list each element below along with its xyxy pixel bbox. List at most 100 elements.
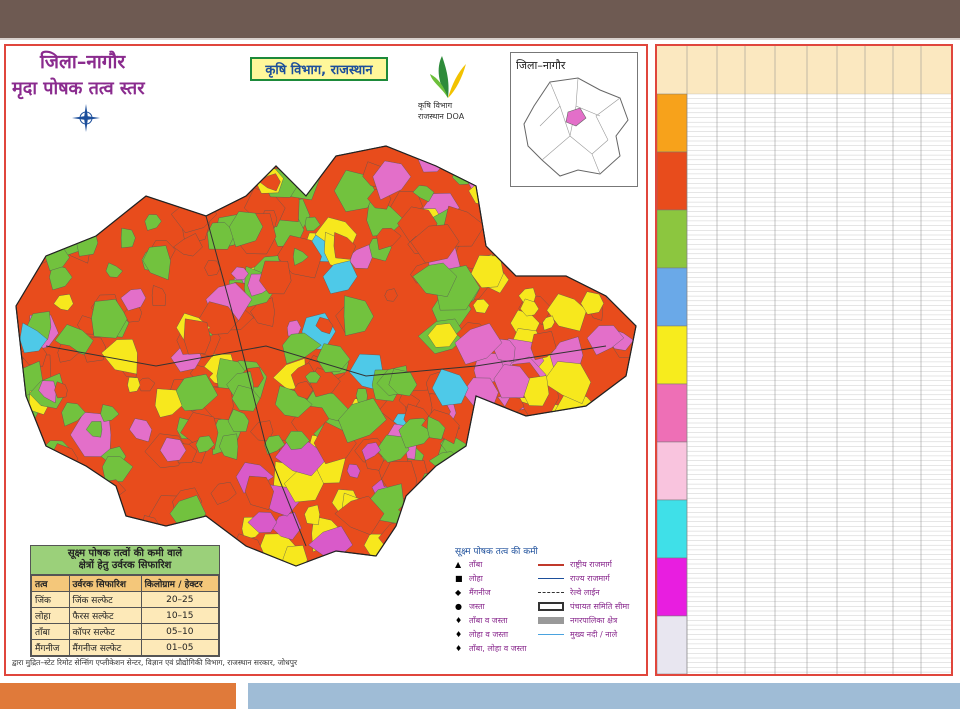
map-patch <box>65 188 82 202</box>
map-patch <box>162 146 202 185</box>
north-arrow <box>72 104 100 132</box>
map-patch <box>426 415 446 440</box>
legend-label: रेल्वे लाईन <box>570 588 600 597</box>
legend-label: नगरपालिका क्षेत्र <box>570 616 618 625</box>
map-patch <box>520 298 540 317</box>
map-patch <box>418 146 449 173</box>
map-patch <box>587 426 623 463</box>
map-patch <box>247 511 278 533</box>
map-patch <box>577 225 600 244</box>
legend-symbol: ■ <box>455 574 463 583</box>
row: ताँबा कॉपर सल्फेट 05–10 <box>31 623 220 640</box>
map-patch <box>173 233 203 257</box>
legend-symbol: ● <box>455 602 462 611</box>
department-label: कृषि विभाग, राजस्थान <box>250 57 388 81</box>
footer-accent <box>0 683 236 709</box>
legend-item: ● जस्ता <box>455 600 526 614</box>
map-patch <box>144 214 162 231</box>
map-patch <box>165 146 204 184</box>
inset-title: जिला–नागौर <box>516 59 566 72</box>
map-patch <box>137 164 159 190</box>
map-patch <box>479 433 502 461</box>
map-patch <box>469 404 511 447</box>
map-patch <box>500 485 517 500</box>
legend-item: नगरपालिका क्षेत्र <box>538 614 629 628</box>
legend-item: ♦ लोहा व जस्ता <box>455 628 526 642</box>
map-patch <box>53 293 74 311</box>
road <box>205 215 307 547</box>
nutrient-grid <box>656 46 951 675</box>
map-patch <box>594 253 616 269</box>
legend-label: राष्ट्रीय राजमार्ग <box>570 560 612 569</box>
map-patch <box>582 465 618 491</box>
table-band <box>656 151 688 211</box>
map-patch <box>16 146 29 164</box>
map-patch <box>120 227 136 249</box>
map-patch <box>565 211 599 245</box>
map-patch <box>481 146 513 165</box>
legend-item: राष्ट्रीय राजमार्ग <box>538 558 629 572</box>
map-patch <box>601 193 635 227</box>
table-band <box>656 557 688 617</box>
district-border <box>15 145 637 567</box>
map-patch <box>16 203 58 239</box>
map-patch <box>572 229 595 248</box>
cell: जिंक <box>31 591 70 608</box>
map-patch <box>560 445 576 460</box>
fertilizer-table: सूक्ष्म पोषक तत्वों की कमी वाले क्षेत्रों… <box>30 545 220 657</box>
map-patch <box>596 219 623 246</box>
legend-label: लोहा <box>469 574 483 583</box>
map-patch <box>89 180 110 208</box>
map-patch <box>151 285 167 307</box>
map-patch <box>61 402 86 427</box>
map-patch <box>403 525 430 555</box>
map-patch <box>338 397 387 444</box>
heading-line: सूक्ष्म पोषक तत्वों की कमी वाले <box>67 548 183 559</box>
map-patch <box>68 155 120 204</box>
cell: ताँबा <box>31 623 70 640</box>
map-patch <box>159 437 187 462</box>
legend-symbol: ♦ <box>455 630 463 639</box>
map-patch <box>85 421 103 438</box>
map-patch <box>100 404 120 422</box>
map-patch <box>49 264 73 291</box>
map-patch <box>427 323 458 348</box>
map-patch <box>530 512 549 530</box>
map-patch <box>402 525 421 543</box>
map-patch <box>570 209 611 243</box>
legend-item: ■ लोहा <box>455 572 526 586</box>
map-patch <box>229 211 264 248</box>
nutrient-table <box>655 44 953 676</box>
map-patch <box>503 431 530 452</box>
map-patch <box>106 169 135 190</box>
table-header <box>657 46 951 94</box>
map-patch <box>547 190 579 220</box>
legend-swatch <box>538 634 564 635</box>
legend-item: पंचायत समिति सीमा <box>538 600 629 614</box>
legend-features: राष्ट्रीय राजमार्ग राज्य राजमार्ग रेल्वे ल… <box>538 558 629 642</box>
legend-item: ▲ ताँबा <box>455 558 526 572</box>
cell: 05–10 <box>140 623 220 640</box>
map-patch <box>543 422 570 460</box>
map-patch <box>541 477 564 497</box>
legend-label: ताँबा, लोहा व जस्ता <box>469 644 527 653</box>
map-patch <box>54 324 94 355</box>
legend-item: राज्य राजमार्ग <box>538 572 629 586</box>
legend-label: ताँबा <box>469 560 483 569</box>
map-patch <box>346 463 361 479</box>
map-patch <box>384 288 398 302</box>
map-patch <box>316 343 351 373</box>
map-patch <box>343 295 374 336</box>
map-patch <box>553 460 586 490</box>
map-patch <box>293 247 309 266</box>
map-patch <box>578 492 618 527</box>
table-band <box>656 325 688 385</box>
map-patch <box>154 388 183 418</box>
map-patch <box>579 443 606 476</box>
legend-title: सूक्ष्म पोषक तत्व की कमी <box>455 547 538 557</box>
map-patch <box>207 222 236 250</box>
map-patch <box>426 146 462 169</box>
map-patch <box>334 495 385 536</box>
map-subtitle: मृदा पोषक तत्व स्तर <box>12 78 145 99</box>
